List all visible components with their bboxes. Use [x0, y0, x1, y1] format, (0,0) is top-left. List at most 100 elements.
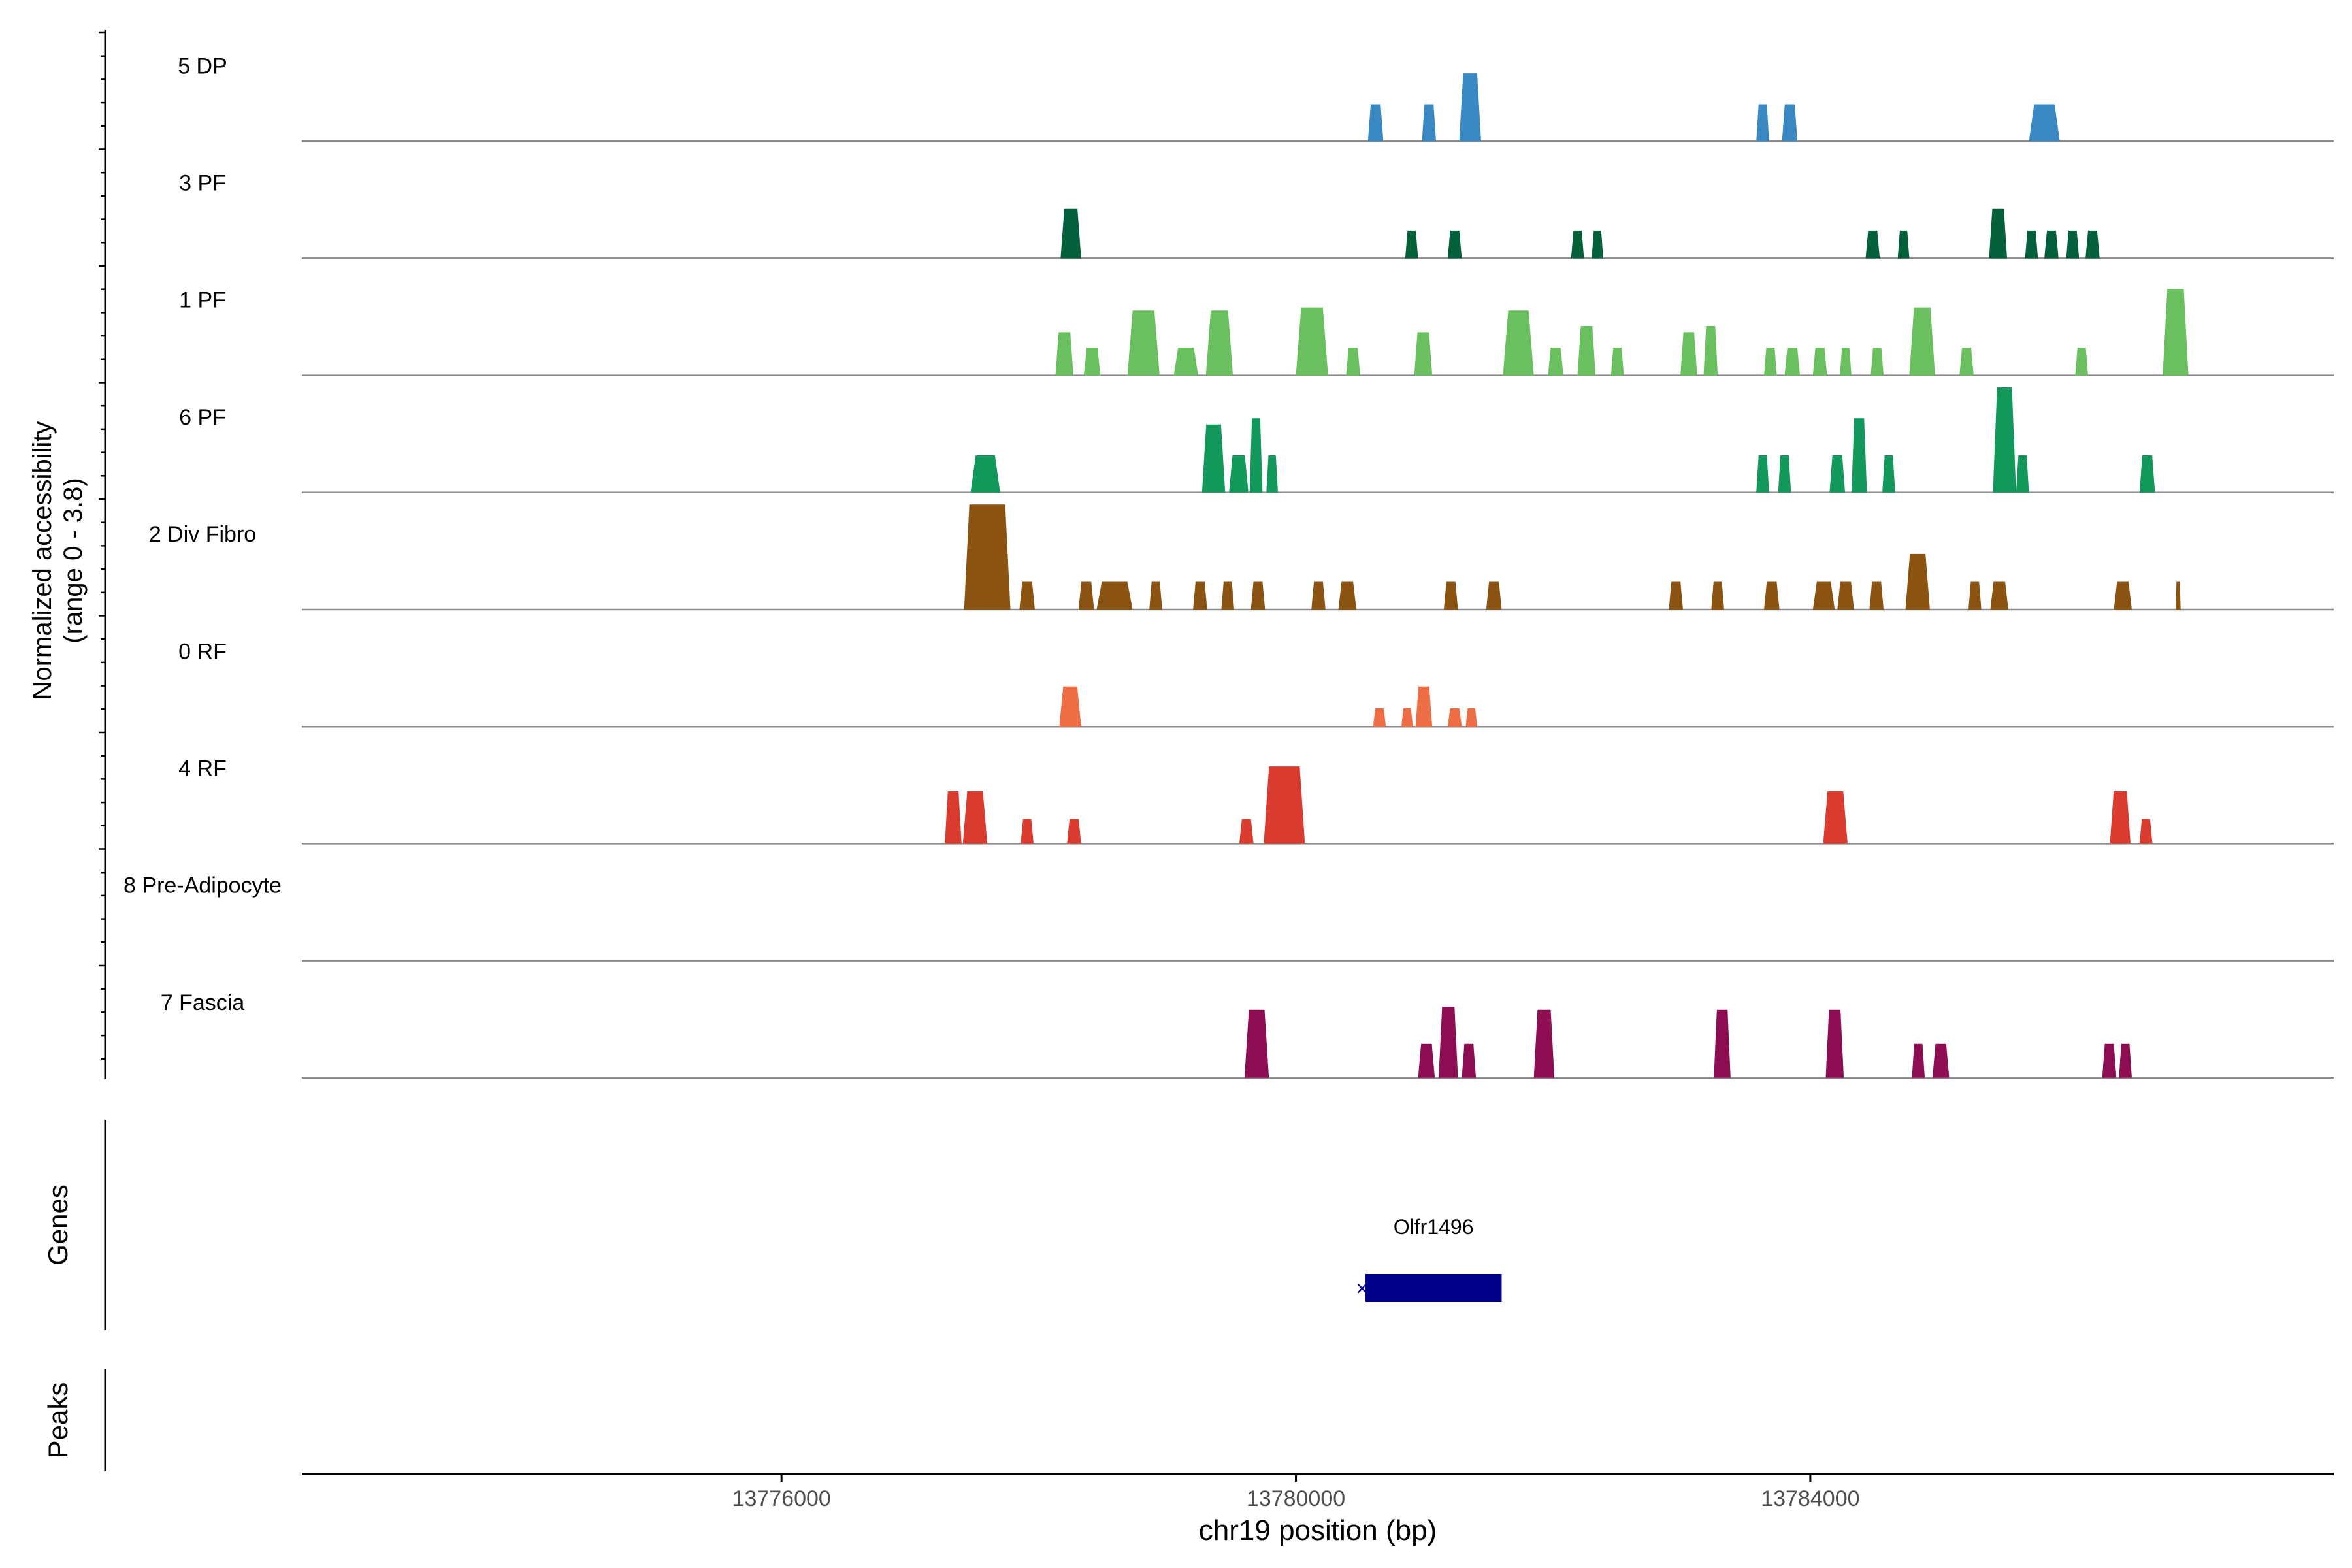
accessibility-peak [1990, 581, 2009, 610]
accessibility-peak [1764, 348, 1777, 376]
accessibility-peak [964, 504, 1011, 610]
accessibility-peak [1447, 230, 1462, 259]
accessibility-peak [1571, 230, 1584, 259]
accessibility-peak [2175, 581, 2181, 610]
track-label: 4 RF [178, 756, 227, 781]
gene-strand-marker: × [1356, 1277, 1368, 1300]
accessibility-peak [1823, 791, 1848, 844]
accessibility-peak [2114, 581, 2132, 610]
accessibility-peak [1812, 581, 1835, 610]
accessibility-peak [2139, 819, 2153, 844]
track-label: 0 RF [178, 639, 227, 664]
accessibility-peak [1869, 581, 1884, 610]
accessibility-peak [1373, 708, 1386, 727]
accessibility-peak [1829, 455, 1846, 493]
accessibility-peak [1244, 1009, 1269, 1078]
accessibility-peak [1959, 348, 1974, 376]
track-label: 2 Div Fibro [149, 522, 256, 547]
y-axis-ticks [99, 31, 105, 1060]
track-label: 6 PF [179, 405, 226, 430]
accessibility-peak [2119, 1043, 2132, 1078]
track-label: 1 PF [179, 288, 226, 313]
accessibility-peak [1503, 310, 1534, 376]
accessibility-peak [1067, 819, 1081, 844]
accessibility-peak [1825, 1009, 1844, 1078]
accessibility-peak [1905, 553, 1930, 610]
y-axis-title-line2: (range 0 - 3.8) [59, 478, 88, 643]
accessibility-peak [1249, 418, 1263, 493]
accessibility-peak [1239, 819, 1254, 844]
accessibility-peak [1019, 581, 1035, 610]
accessibility-peak [1078, 581, 1094, 610]
accessibility-peak [1837, 581, 1854, 610]
accessibility-peak [1865, 230, 1880, 259]
accessibility-peak [1592, 230, 1603, 259]
track-8-pre-adipocyte: 8 Pre-Adipocyte [123, 874, 2334, 962]
accessibility-peak [1784, 348, 1801, 376]
track-6-pf: 6 PF [179, 387, 2334, 494]
accessibility-peak [1205, 310, 1233, 376]
track-label: 3 PF [179, 171, 226, 195]
accessibility-peak [1989, 208, 2008, 259]
accessibility-peak [1296, 307, 1328, 376]
accessibility-peak [1756, 455, 1769, 493]
accessibility-peak [1443, 581, 1458, 610]
accessibility-peak [1439, 1007, 1458, 1078]
track-7-fascia: 7 Fascia [161, 990, 2334, 1079]
x-tick-label: 13784000 [1761, 1486, 1859, 1511]
accessibility-peak [1173, 348, 1198, 376]
track-0-rf: 0 RF [178, 639, 2334, 728]
track-2-div-fibro: 2 Div Fibro [149, 504, 2334, 611]
accessibility-peak [1486, 581, 1502, 610]
accessibility-peak [1193, 581, 1207, 610]
accessibility-peak [2075, 348, 2089, 376]
accessibility-peak [1229, 455, 1249, 493]
accessibility-peak [1840, 348, 1852, 376]
accessibility-peak [2085, 230, 2100, 259]
accessibility-peak [1422, 104, 1437, 142]
accessibility-peak [2139, 455, 2155, 493]
accessibility-peak [1096, 581, 1133, 610]
accessibility-peak [1264, 766, 1305, 844]
accessibility-tracks: 5 DP 3 PF 1 PF 6 PF 2 Div Fibro 0 RF 4 RF 8 Pre… [123, 54, 2334, 1079]
accessibility-peak [1782, 104, 1798, 142]
accessibility-peak [2102, 1043, 2117, 1078]
accessibility-peak [1756, 104, 1769, 142]
accessibility-peak [1993, 387, 2016, 493]
accessibility-peak [1897, 230, 1910, 259]
x-tick-label: 13780000 [1247, 1486, 1345, 1511]
track-5-dp: 5 DP [178, 54, 2334, 142]
accessibility-peak [2025, 230, 2038, 259]
track-label: 8 Pre-Adipocyte [123, 874, 282, 898]
accessibility-peak [1149, 581, 1162, 610]
accessibility-peak [1711, 581, 1724, 610]
accessibility-peak [2044, 230, 2059, 259]
accessibility-peak [1703, 325, 1718, 376]
accessibility-peak [1714, 1009, 1731, 1078]
accessibility-peak [1548, 348, 1563, 376]
track-1-pf: 1 PF [179, 288, 2334, 376]
accessibility-peak [1764, 581, 1780, 610]
accessibility-peak [1311, 581, 1326, 610]
accessibility-peak [1447, 708, 1462, 727]
accessibility-peak [1459, 73, 1481, 142]
track-3-pf: 3 PF [179, 171, 2334, 259]
accessibility-peak [1401, 708, 1413, 727]
x-tick-label: 13776000 [732, 1486, 831, 1511]
accessibility-peak [1415, 686, 1433, 727]
track-4-rf: 4 RF [178, 756, 2334, 845]
accessibility-peak [1059, 686, 1081, 727]
accessibility-peak [1533, 1009, 1555, 1078]
accessibility-peak [1418, 1043, 1435, 1078]
accessibility-peak [1912, 1043, 1925, 1078]
accessibility-peak [1021, 819, 1034, 844]
accessibility-peak [1577, 325, 1596, 376]
accessibility-peak [1932, 1043, 1950, 1078]
x-axis-title: chr19 position (bp) [1199, 1514, 1437, 1546]
accessibility-peak [1405, 230, 1418, 259]
accessibility-peak [1055, 332, 1074, 376]
peaks-panel-label: Peaks [42, 1382, 73, 1459]
x-axis-ticks: 13776000 13780000 13784000 [732, 1474, 1860, 1511]
